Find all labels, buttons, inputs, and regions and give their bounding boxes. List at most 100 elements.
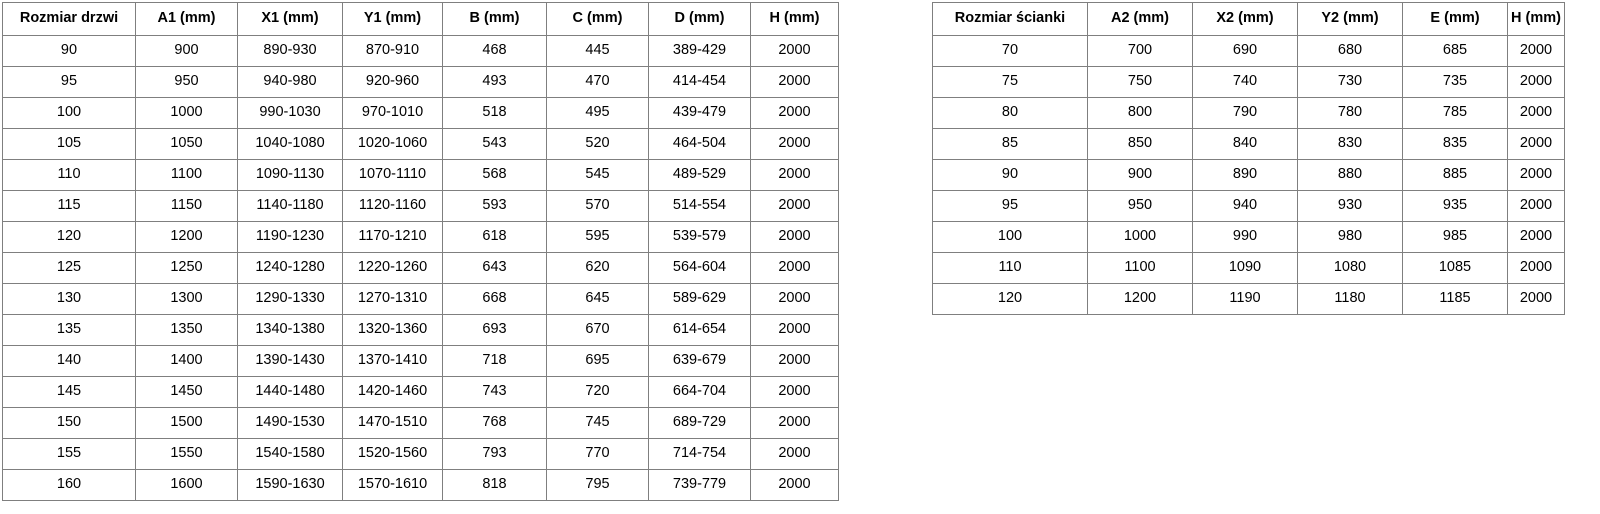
table-row: 115 1150 1140-1180 1120-1160 593 570 514-554 20… [2,190,839,222]
table-cell: 130 [2,283,136,315]
wall-table-body: 70 700 690 680 685 2000 75 750 740 730 735 2000 80 80… [932,35,1565,315]
column-header-d: D (mm) [648,2,751,36]
table-cell: 70 [932,35,1088,67]
table-cell: 1000 [135,97,238,129]
table-cell: 495 [546,97,649,129]
table-cell: 2000 [750,345,839,377]
table-cell: 740 [1192,66,1298,98]
table-cell: 739-779 [648,469,751,501]
table-row: 135 1350 1340-1380 1320-1360 693 670 614-654 20… [2,314,839,346]
column-header-x2: X2 (mm) [1192,2,1298,36]
table-cell: 935 [1402,190,1508,222]
table-cell: 2000 [1507,66,1565,98]
table-cell: 1590-1630 [237,469,343,501]
table-cell: 1190-1230 [237,221,343,253]
table-cell: 950 [1087,190,1193,222]
table-row: 125 1250 1240-1280 1220-1260 643 620 564-604 20… [2,252,839,284]
table-cell: 100 [932,221,1088,253]
table-cell: 985 [1402,221,1508,253]
table-cell: 1320-1360 [342,314,443,346]
table-cell: 80 [932,97,1088,129]
table-cell: 2000 [750,66,839,98]
table-cell: 614-654 [648,314,751,346]
table-cell: 785 [1402,97,1508,129]
door-size-table: Rozmiar drzwi A1 (mm) X1 (mm) Y1 (mm) B … [2,2,839,501]
table-cell: 564-604 [648,252,751,284]
column-header-c: C (mm) [546,2,649,36]
table-cell: 1085 [1402,252,1508,284]
table-cell: 2000 [750,35,839,67]
table-cell: 1020-1060 [342,128,443,160]
table-cell: 100 [2,97,136,129]
column-header-h: H (mm) [1507,2,1565,36]
table-cell: 589-629 [648,283,751,315]
table-cell: 793 [442,438,547,470]
table-cell: 1090-1130 [237,159,343,191]
table-cell: 900 [1087,159,1193,191]
table-cell: 1440-1480 [237,376,343,408]
table-row: 95 950 940-980 920-960 493 470 414-454 2000 [2,66,839,98]
column-header-y1: Y1 (mm) [342,2,443,36]
table-row: 120 1200 1190-1230 1170-1210 618 595 539-579 20… [2,221,839,253]
table-cell: 570 [546,190,649,222]
column-header-wall-size: Rozmiar ścianki [932,2,1088,36]
table-cell: 1350 [135,314,238,346]
table-cell: 1300 [135,283,238,315]
table-cell: 2000 [1507,190,1565,222]
table-cell: 830 [1297,128,1403,160]
table-cell: 470 [546,66,649,98]
table-cell: 2000 [1507,35,1565,67]
table-cell: 2000 [750,438,839,470]
table-cell: 2000 [1507,159,1565,191]
table-cell: 1520-1560 [342,438,443,470]
table-cell: 1220-1260 [342,252,443,284]
table-row: 95 950 940 930 935 2000 [932,190,1565,222]
table-cell: 2000 [1507,221,1565,253]
table-cell: 714-754 [648,438,751,470]
table-cell: 1090 [1192,252,1298,284]
table-cell: 518 [442,97,547,129]
table-cell: 990-1030 [237,97,343,129]
table-cell: 970-1010 [342,97,443,129]
table-cell: 160 [2,469,136,501]
table-cell: 120 [2,221,136,253]
table-cell: 840 [1192,128,1298,160]
table-cell: 2000 [750,376,839,408]
table-cell: 2000 [750,469,839,501]
table-cell: 543 [442,128,547,160]
table-cell: 2000 [750,159,839,191]
table-cell: 790 [1192,97,1298,129]
table-cell: 940 [1192,190,1298,222]
table-cell: 2000 [1507,252,1565,284]
table-cell: 539-579 [648,221,751,253]
table-cell: 2000 [750,97,839,129]
table-cell: 140 [2,345,136,377]
table-cell: 850 [1087,128,1193,160]
table-cell: 1370-1410 [342,345,443,377]
table-cell: 668 [442,283,547,315]
table-cell: 2000 [750,221,839,253]
table-cell: 1180 [1297,283,1403,315]
table-row: 120 1200 1190 1180 1185 2000 [932,283,1565,315]
table-cell: 1490-1530 [237,407,343,439]
table-cell: 445 [546,35,649,67]
table-cell: 1000 [1087,221,1193,253]
table-cell: 693 [442,314,547,346]
table-cell: 680 [1297,35,1403,67]
table-cell: 950 [135,66,238,98]
table-cell: 1390-1430 [237,345,343,377]
table-header-row: Rozmiar ścianki A2 (mm) X2 (mm) Y2 (mm) … [932,2,1565,36]
table-header-row: Rozmiar drzwi A1 (mm) X1 (mm) Y1 (mm) B … [2,2,839,36]
table-row: 110 1100 1090 1080 1085 2000 [932,252,1565,284]
table-row: 130 1300 1290-1330 1270-1310 668 645 589-629 20… [2,283,839,315]
table-cell: 135 [2,314,136,346]
table-cell: 940-980 [237,66,343,98]
table-cell: 639-679 [648,345,751,377]
table-row: 85 850 840 830 835 2000 [932,128,1565,160]
table-cell: 2000 [1507,97,1565,129]
table-cell: 110 [932,252,1088,284]
table-row: 105 1050 1040-1080 1020-1060 543 520 464-504 20… [2,128,839,160]
table-cell: 545 [546,159,649,191]
table-cell: 514-554 [648,190,751,222]
table-cell: 145 [2,376,136,408]
